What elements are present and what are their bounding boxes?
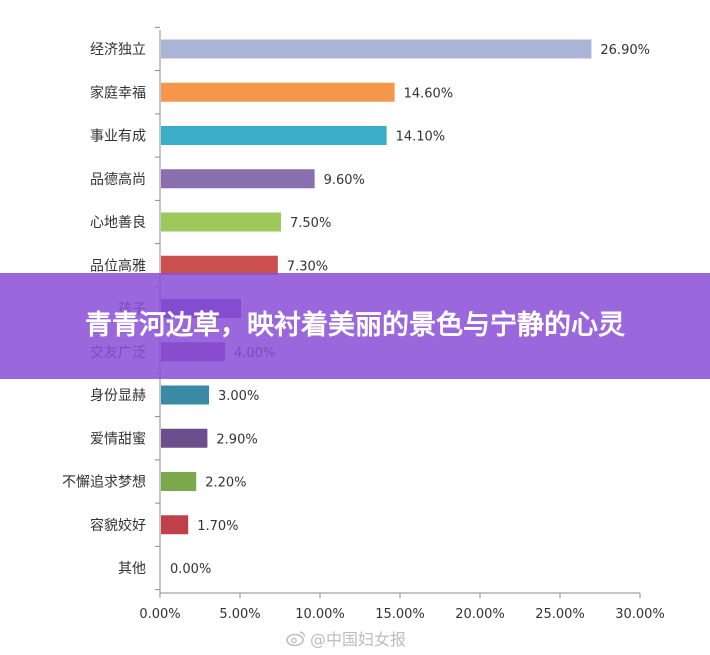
x-tick-label: 5.00%: [219, 607, 260, 622]
bar: [161, 428, 208, 448]
x-tick-label: 30.00%: [615, 607, 665, 622]
bar: [161, 212, 281, 232]
bar: [161, 472, 197, 491]
data-label: 7.30%: [287, 259, 328, 274]
bar: [161, 255, 278, 275]
bar: [161, 39, 592, 59]
category-label: 品位高雅: [90, 257, 146, 274]
x-tick-label: 15.00%: [375, 607, 425, 622]
headline-banner: 青青河边草，映衬着美丽的景色与宁静的心灵: [0, 273, 710, 379]
x-tick-label: 25.00%: [535, 607, 585, 622]
data-label: 14.10%: [396, 130, 446, 145]
data-label: 14.60%: [404, 86, 454, 101]
watermark-text: @中国妇女报: [310, 630, 407, 649]
headline-text: 青青河边草，映衬着美丽的景色与宁静的心灵: [85, 310, 625, 341]
data-label: 3.00%: [218, 389, 259, 404]
category-label: 心地善良: [90, 215, 146, 231]
watermark: @中国妇女报: [286, 626, 406, 650]
data-label: 2.90%: [216, 432, 257, 447]
category-label: 家庭幸福: [90, 84, 146, 101]
bar: [161, 515, 189, 535]
bar: [161, 169, 315, 189]
x-tick-label: 20.00%: [455, 607, 505, 622]
category-label: 其他: [118, 561, 146, 577]
x-tick-label: 0.00%: [139, 607, 180, 622]
category-label: 经济独立: [90, 42, 146, 58]
category-label: 爱情甜蜜: [90, 431, 146, 447]
category-label: 容貌姣好: [90, 517, 146, 534]
data-label: 2.20%: [205, 476, 246, 491]
data-label: 9.60%: [324, 173, 365, 188]
category-label: 不懈追求梦想: [62, 474, 146, 491]
bar: [161, 126, 387, 145]
weibo-icon: [286, 631, 306, 646]
data-label: 1.70%: [197, 519, 238, 534]
x-tick-label: 10.00%: [295, 607, 345, 622]
category-label: 身份显赫: [90, 388, 146, 404]
category-label: 品德高尚: [90, 171, 146, 188]
bar: [161, 82, 395, 102]
data-label: 26.90%: [600, 43, 650, 58]
data-label: 0.00%: [170, 562, 211, 577]
category-label: 事业有成: [90, 129, 146, 145]
data-label: 7.50%: [290, 216, 331, 231]
bar: [161, 385, 209, 405]
